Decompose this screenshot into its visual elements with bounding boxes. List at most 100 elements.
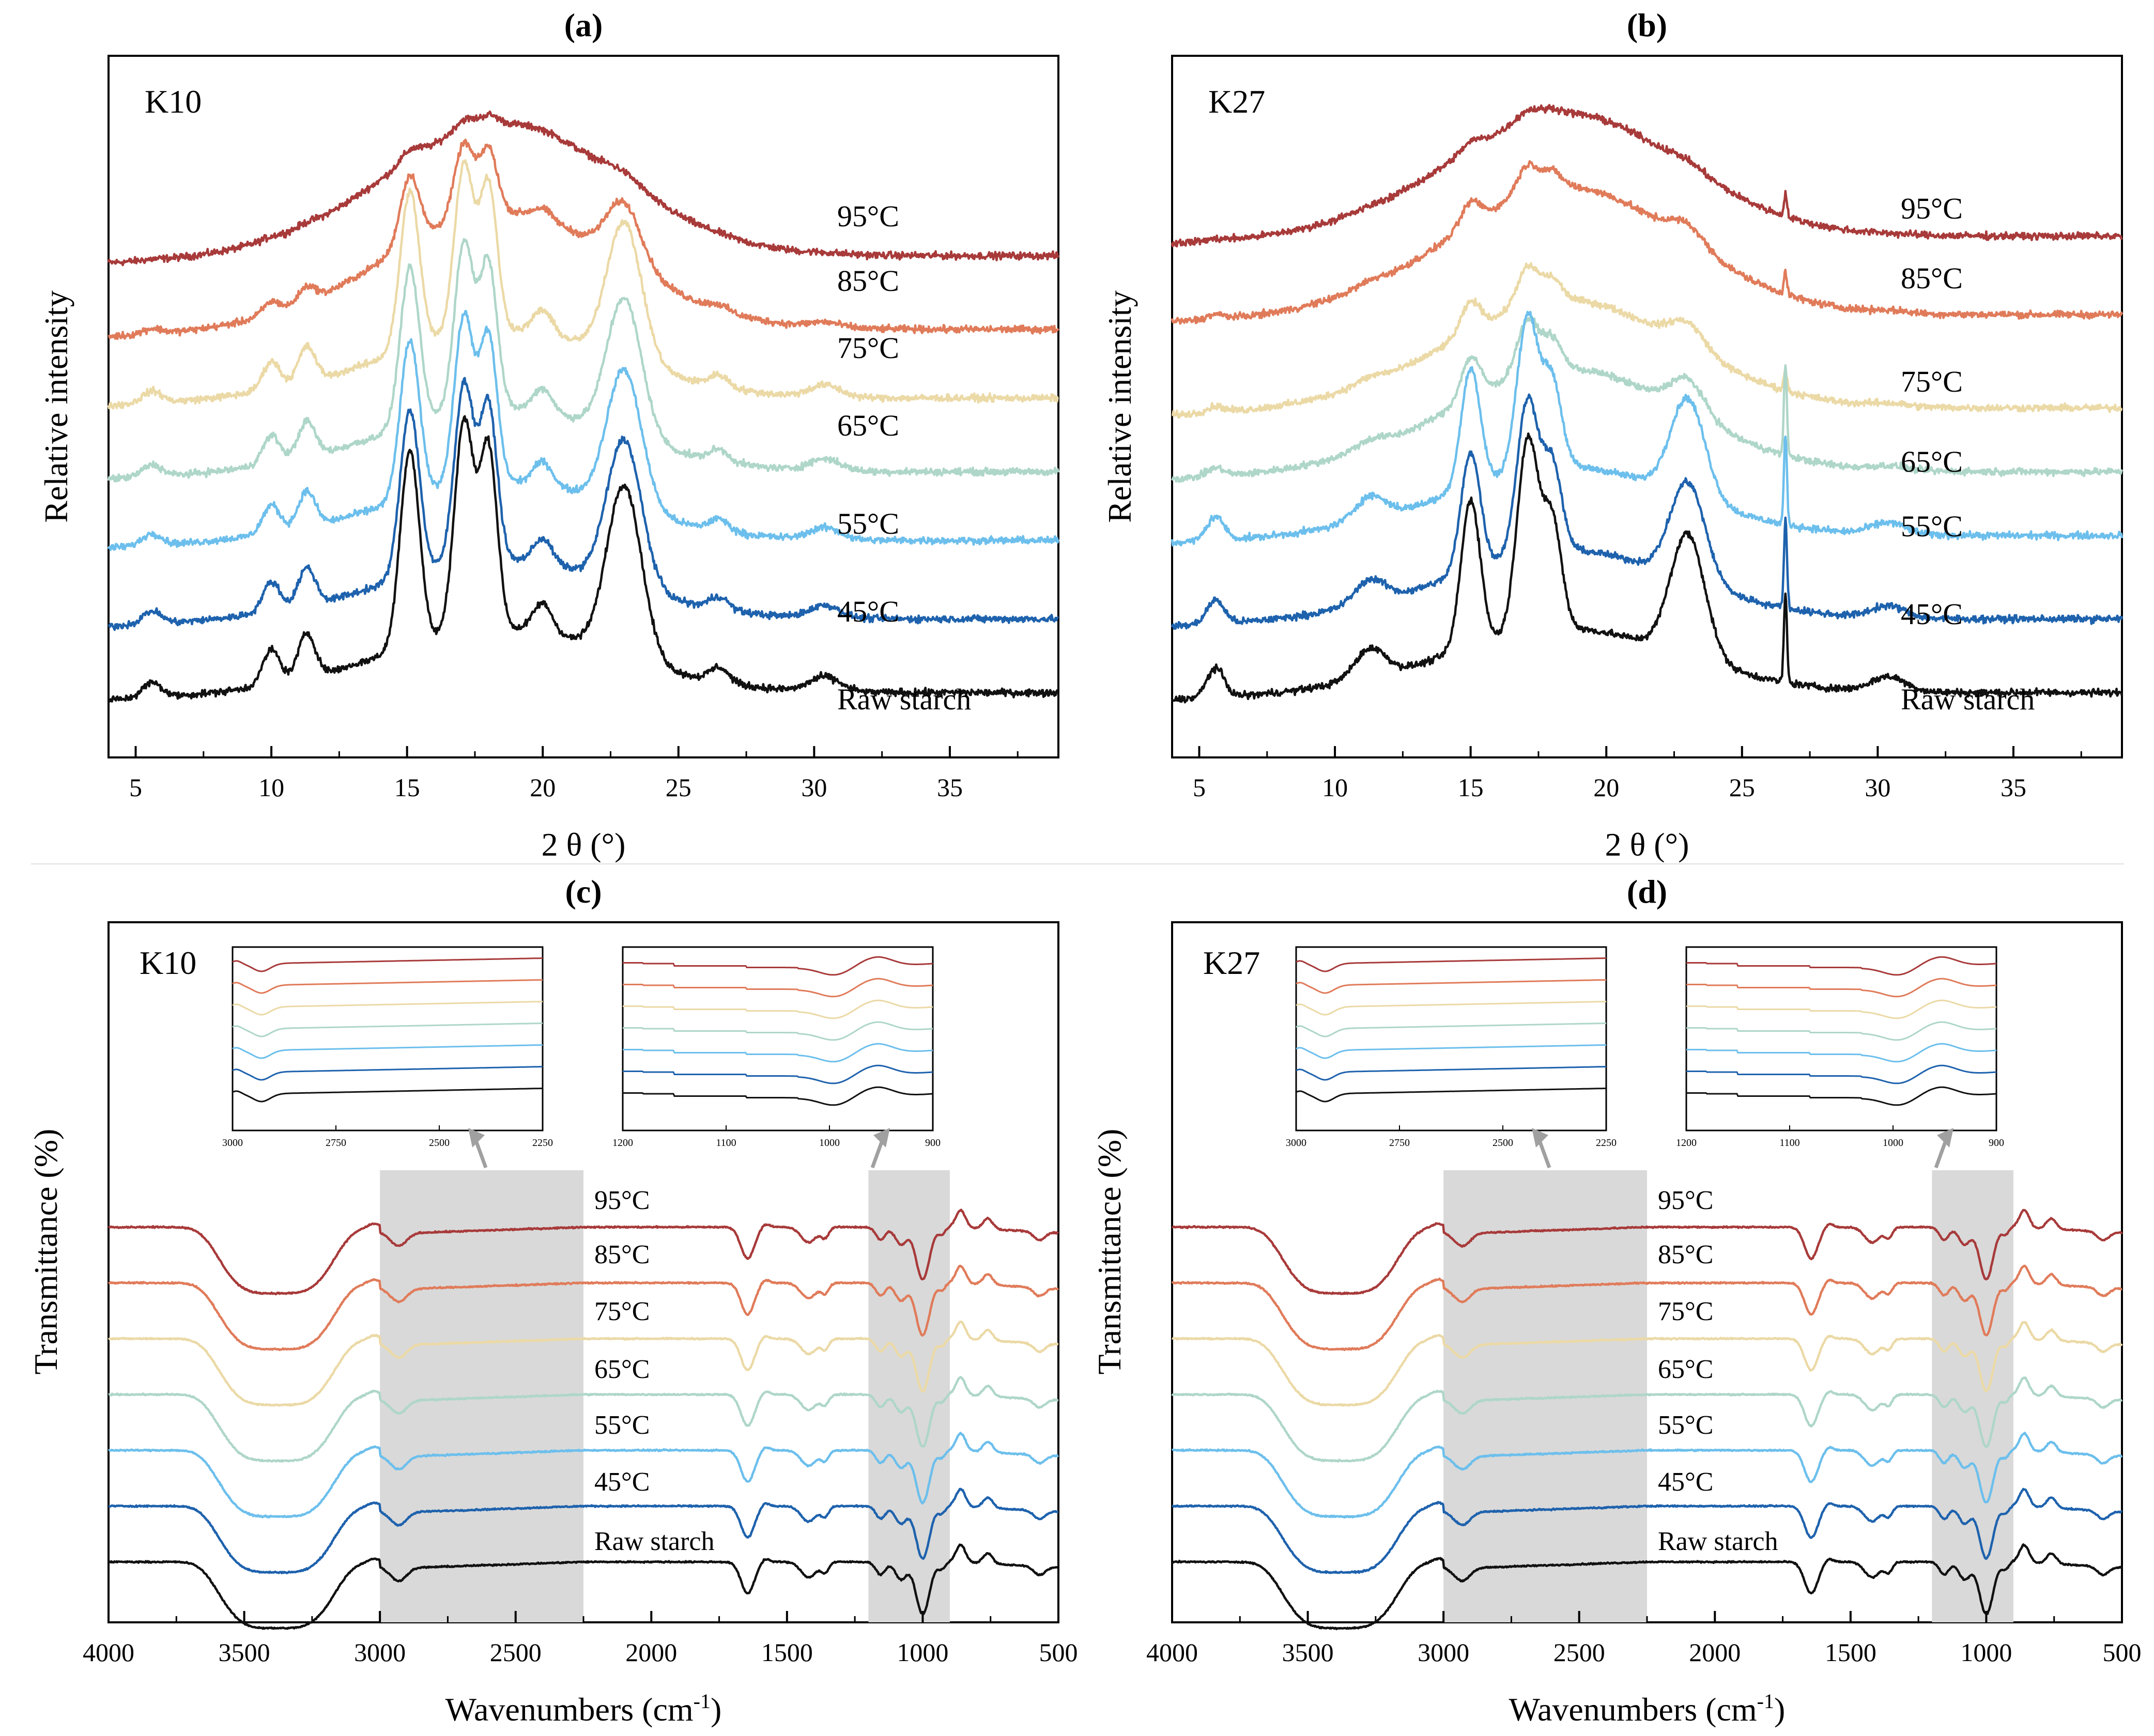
- series-label: 95°C: [1901, 192, 1963, 225]
- series-label: 85°C: [837, 264, 899, 298]
- inset-tick-label: 1200: [1676, 1137, 1697, 1149]
- inset-arrow: [1934, 1128, 1953, 1169]
- ftir-curve-6: [1171, 1543, 2123, 1631]
- ftir-curve-0: [1172, 1208, 2123, 1295]
- arrow-shaft: [473, 1138, 488, 1169]
- x-tick-label: 20: [1593, 773, 1619, 802]
- ftir-curve-5: [108, 1487, 1059, 1575]
- x-axis-label-superscript: -1: [694, 1690, 711, 1713]
- series-label: 65°C: [837, 409, 899, 442]
- x-tick-label: 1500: [1825, 1638, 1876, 1667]
- xrd-curve-1: [1171, 160, 2124, 325]
- inset-curve-2: [232, 1001, 543, 1016]
- panel-label: (c): [565, 873, 602, 910]
- x-tick-label: 3000: [1418, 1638, 1469, 1667]
- sample-label: K27: [1208, 83, 1265, 120]
- ftir-curve-1: [107, 1264, 1059, 1351]
- inset-tick-label: 2750: [1389, 1137, 1410, 1149]
- series-label: 55°C: [1901, 509, 1963, 543]
- series-label: 75°C: [837, 331, 899, 365]
- inset-curve-3: [232, 1022, 543, 1037]
- x-axis-label-superscript: -1: [1757, 1690, 1774, 1713]
- x-tick-label: 1000: [1960, 1638, 2012, 1667]
- x-tick-label: 10: [1322, 773, 1348, 802]
- series-label: 85°C: [1901, 261, 1963, 295]
- xrd-curve-5: [107, 377, 1059, 631]
- inset-curve-6: [232, 1088, 543, 1103]
- series-label: 95°C: [594, 1186, 650, 1215]
- series-label: Raw starch: [1658, 1527, 1778, 1556]
- x-axis-label-end: ): [1774, 1691, 1785, 1728]
- series-label: Raw starch: [1901, 683, 2035, 716]
- arrow-shaft: [1537, 1138, 1551, 1169]
- ftir-curve-6: [107, 1543, 1059, 1630]
- inset-tick-label: 1100: [1779, 1137, 1799, 1149]
- inset-curve-6: [623, 1086, 933, 1106]
- inset-curve-0: [623, 956, 933, 976]
- ftir-curve-5: [1172, 1487, 2122, 1574]
- inset-curve-0: [1686, 956, 1997, 976]
- series-label: 45°C: [1901, 597, 1963, 631]
- x-tick-label: 5: [1193, 773, 1206, 802]
- inset-right: 1200 1100 1000 900: [612, 946, 941, 1149]
- x-tick-label: 2500: [1553, 1638, 1605, 1667]
- inset-curve-4: [1686, 1043, 1997, 1063]
- x-tick-label: 15: [394, 773, 420, 802]
- series-label: 75°C: [1901, 365, 1963, 398]
- inset-right: 1200 1100 1000 900: [1676, 946, 2004, 1149]
- xrd-curve-1: [107, 138, 1059, 340]
- sample-label: K27: [1203, 944, 1260, 981]
- ftir-curve-3: [1171, 1376, 2123, 1463]
- inset-arrow: [1532, 1128, 1551, 1169]
- inset-tick-label: 1000: [1883, 1137, 1903, 1149]
- ftir-curve-3: [108, 1376, 1059, 1463]
- xrd-curve-4: [107, 309, 1060, 551]
- x-tick-label: 4000: [83, 1638, 134, 1667]
- x-tick-label: 4000: [1146, 1638, 1198, 1667]
- plot-frame: [1171, 55, 2123, 758]
- inset-curve-1: [1686, 978, 1997, 998]
- series-label: 75°C: [594, 1297, 650, 1326]
- ftir-curve-4: [107, 1432, 1059, 1518]
- x-tick-label: 1500: [761, 1638, 813, 1667]
- x-tick-label: 2000: [625, 1638, 677, 1667]
- panel-label: (a): [564, 7, 603, 43]
- xrd-curve-4: [1171, 311, 2124, 547]
- inset-tick-label: 2250: [1596, 1137, 1617, 1149]
- inset-curve-3: [1686, 1021, 1997, 1041]
- inset-tick-label: 3000: [1286, 1137, 1306, 1149]
- arrow-head: [1937, 1128, 1953, 1148]
- xrd-curve-0: [107, 110, 1060, 267]
- inset-tick-label: 2250: [532, 1137, 553, 1149]
- ftir-curve-1: [1171, 1264, 2122, 1352]
- xrd-curve-2: [107, 159, 1059, 410]
- inset-frame: [1685, 946, 1997, 1132]
- series-label: 75°C: [1658, 1297, 1713, 1326]
- x-axis-label-end: ): [711, 1691, 721, 1728]
- series-label: 45°C: [594, 1467, 650, 1497]
- y-axis-label: Relative intensity: [1101, 290, 1138, 523]
- x-tick-label: 1000: [897, 1638, 948, 1667]
- x-axis-label: 2 θ (°): [542, 826, 626, 863]
- x-tick-label: 3500: [219, 1638, 270, 1667]
- series-label: 85°C: [1658, 1240, 1713, 1269]
- x-axis-label: Wavenumbers (cm-1): [445, 1690, 722, 1728]
- inset-curve-2: [1296, 1001, 1606, 1016]
- series-label: 65°C: [594, 1355, 650, 1384]
- ftir-curve-0: [107, 1208, 1059, 1296]
- panel-label: (b): [1627, 7, 1667, 43]
- xrd-curve-2: [1172, 262, 2123, 419]
- y-axis-label: Transmittance (%): [27, 1129, 64, 1375]
- sample-label: K10: [145, 83, 202, 120]
- x-tick-label: 500: [1039, 1638, 1078, 1667]
- inset-curve-4: [232, 1044, 543, 1059]
- xrd-panel-a: (a) K10 5 10 15 20 25 30 35 2 θ (°) Relative inten…: [38, 7, 1060, 863]
- arrow-head: [1532, 1128, 1548, 1148]
- series-label: 55°C: [1658, 1411, 1713, 1440]
- inset-curve-6: [1296, 1088, 1606, 1103]
- ftir-panel-c: (c) K10 4000 3500 3000 2500 2000 1500 1000 500 Wav…: [27, 873, 1078, 1728]
- inset-curve-1: [623, 978, 933, 998]
- inset-tick-label: 2500: [429, 1137, 450, 1149]
- series-label: 45°C: [1658, 1467, 1713, 1497]
- x-tick-label: 3000: [354, 1638, 406, 1667]
